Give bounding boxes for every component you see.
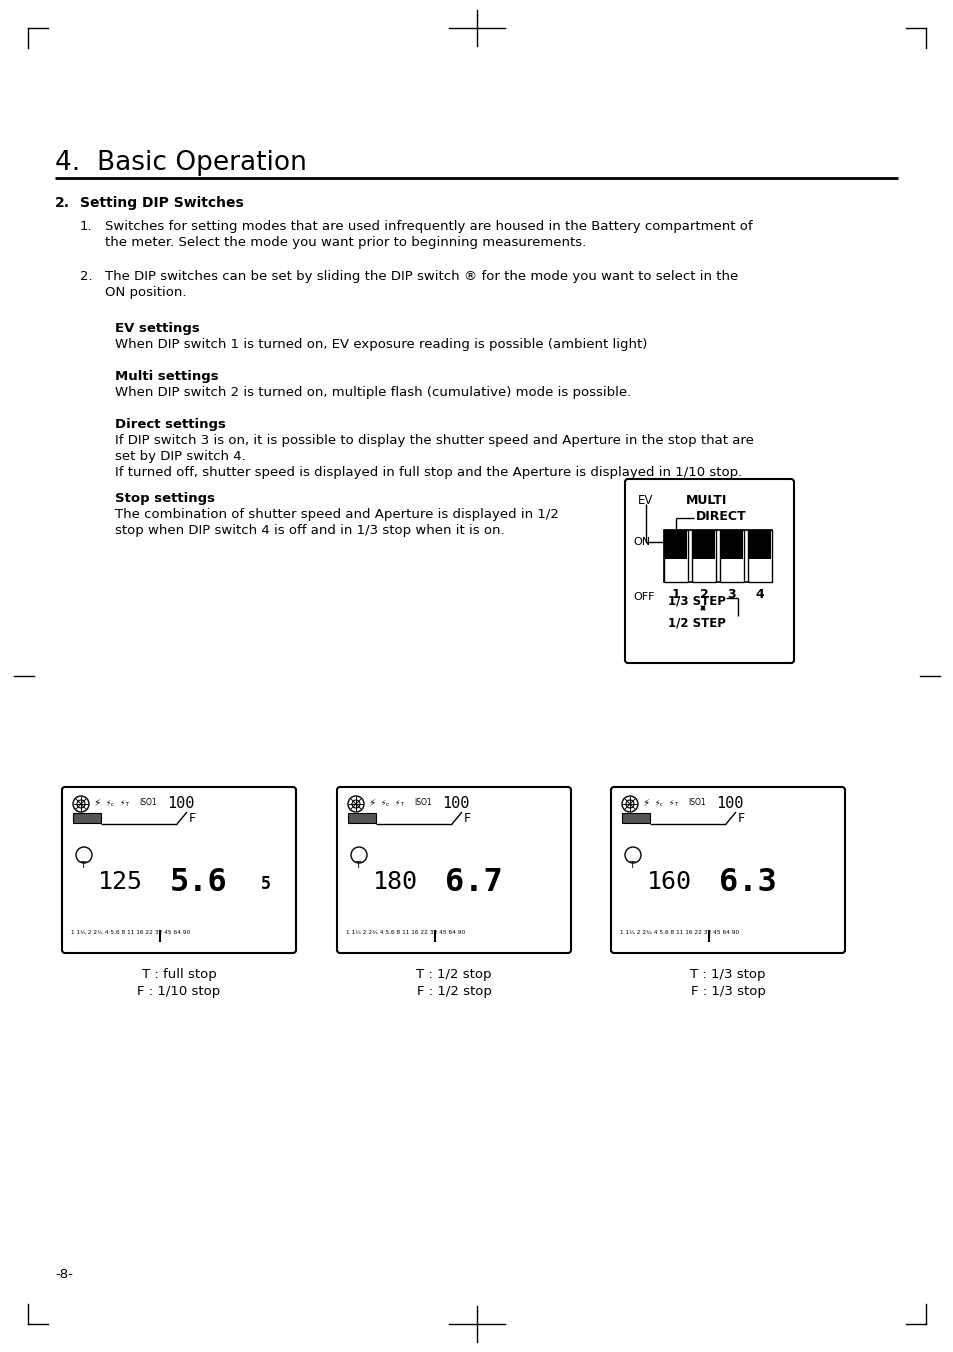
Text: If turned off, shutter speed is displayed in full stop and the Aperture is displ: If turned off, shutter speed is displaye… [115,466,741,479]
Text: 6.3: 6.3 [719,867,776,898]
Text: EV settings: EV settings [115,322,199,335]
Text: F: F [738,813,744,825]
Text: 2.: 2. [55,196,70,210]
Text: -8-: -8- [55,1268,72,1280]
Text: ISO1: ISO1 [687,798,705,807]
Text: If DIP switch 3 is on, it is possible to display the shutter speed and Aperture : If DIP switch 3 is on, it is possible to… [115,434,753,448]
Bar [73,813,101,823]
FancyBboxPatch shape [62,787,295,953]
Text: 160: 160 [646,869,691,894]
Text: F : 1/2 stop: F : 1/2 stop [416,986,491,998]
Text: ⚡: ⚡ [394,798,399,807]
Text: 2: 2 [699,588,708,602]
Text: Direct settings: Direct settings [115,418,226,431]
Text: F: F [463,813,471,825]
Text: Stop settings: Stop settings [115,492,214,506]
Text: F : 1/10 stop: F : 1/10 stop [137,986,220,998]
Text: Setting DIP Switches: Setting DIP Switches [80,196,244,210]
Text: When DIP switch 1 is turned on, EV exposure reading is possible (ambient light): When DIP switch 1 is turned on, EV expos… [115,338,647,352]
Text: ⚡: ⚡ [92,798,100,808]
Text: 4.  Basic Operation: 4. Basic Operation [55,150,307,176]
Text: set by DIP switch 4.: set by DIP switch 4. [115,450,246,462]
Text: 1: 1 [671,588,679,602]
Text: ISO1: ISO1 [414,798,431,807]
Text: the meter. Select the mode you want prior to beginning measurements.: the meter. Select the mode you want prio… [105,237,586,249]
Text: T: T [399,802,403,807]
Text: c: c [386,802,389,807]
Text: T: T [628,861,634,869]
FancyBboxPatch shape [336,787,571,953]
Text: The combination of shutter speed and Aperture is displayed in 1/2: The combination of shutter speed and Ape… [115,508,558,521]
Text: F: F [189,813,196,825]
Text: c: c [659,802,662,807]
Text: Multi settings: Multi settings [115,370,218,383]
Text: T : full stop: T : full stop [141,968,216,982]
Bar [747,530,771,581]
Text: ON position.: ON position. [105,287,186,299]
Text: MULTI: MULTI [685,493,726,507]
Bar [663,530,771,581]
Text: T: T [673,802,677,807]
Bar [663,530,687,581]
Bar [720,530,743,581]
Text: ⚡: ⚡ [379,798,385,807]
Text: T: T [125,802,128,807]
Text: When DIP switch 2 is turned on, multiple flash (cumulative) mode is possible.: When DIP switch 2 is turned on, multiple… [115,387,631,399]
Text: ON: ON [633,537,649,548]
Text: EV: EV [638,493,653,507]
Bar [664,530,686,558]
Bar [691,530,716,581]
Text: T : 1/2 stop: T : 1/2 stop [416,968,491,982]
Text: 125: 125 [98,869,143,894]
Text: 5.6: 5.6 [170,867,228,898]
Text: 100: 100 [167,796,194,811]
Text: c: c [111,802,113,807]
Text: 2.: 2. [80,270,92,283]
FancyBboxPatch shape [624,479,793,662]
Text: T: T [355,861,360,869]
Text: 1/3 STEP: 1/3 STEP [667,594,725,607]
Text: ⚡: ⚡ [667,798,673,807]
Bar [692,530,714,558]
Text: 100: 100 [441,796,469,811]
FancyBboxPatch shape [610,787,844,953]
Text: 1 1¼ 2 2¾ 4 5.6 8 11 16 22 32 45 64 90: 1 1¼ 2 2¾ 4 5.6 8 11 16 22 32 45 64 90 [71,930,190,936]
Bar [621,813,649,823]
Text: 100: 100 [716,796,742,811]
Bar [348,813,375,823]
Text: 4: 4 [755,588,763,602]
Text: 5: 5 [261,875,271,894]
Bar [748,530,770,558]
Text: 180: 180 [373,869,417,894]
Text: 1 1¼ 2 2¾ 4 5.6 8 11 16 22 32 45 64 90: 1 1¼ 2 2¾ 4 5.6 8 11 16 22 32 45 64 90 [346,930,465,936]
Text: ⚡: ⚡ [368,798,375,808]
Text: 1/2 STEP: 1/2 STEP [667,617,725,629]
Text: DIRECT: DIRECT [696,510,746,523]
Text: The DIP switches can be set by sliding the DIP switch ® for the mode you want to: The DIP switches can be set by sliding t… [105,270,738,283]
Text: ⚡: ⚡ [641,798,649,808]
Text: T: T [80,861,85,869]
Text: 1.: 1. [80,220,92,233]
Text: T : 1/3 stop: T : 1/3 stop [690,968,765,982]
Text: 3: 3 [727,588,736,602]
Text: ⚡: ⚡ [654,798,659,807]
Text: OFF: OFF [633,592,654,602]
Text: 1 1¼ 2 2¾ 4 5.6 8 11 16 22 32 45 64 90: 1 1¼ 2 2¾ 4 5.6 8 11 16 22 32 45 64 90 [619,930,739,936]
Text: Switches for setting modes that are used infrequently are housed in the Battery : Switches for setting modes that are used… [105,220,752,233]
Text: stop when DIP switch 4 is off and in 1/3 stop when it is on.: stop when DIP switch 4 is off and in 1/3… [115,525,504,537]
Text: ⚡: ⚡ [119,798,124,807]
Text: ISO1: ISO1 [139,798,156,807]
Text: ⚡: ⚡ [105,798,111,807]
Text: 6.7: 6.7 [444,867,502,898]
Bar [720,530,742,558]
Text: F : 1/3 stop: F : 1/3 stop [690,986,764,998]
